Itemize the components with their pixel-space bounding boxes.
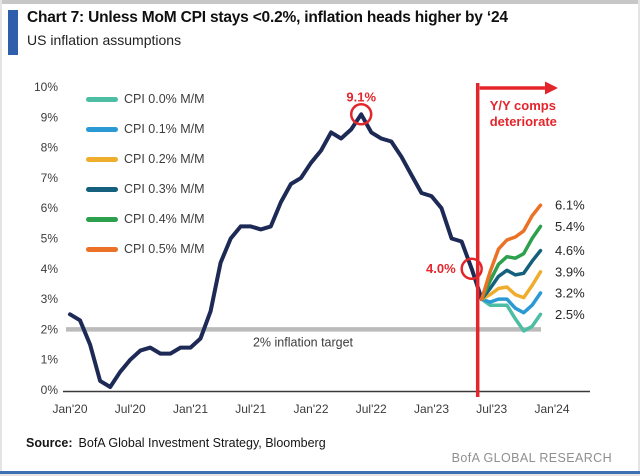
legend-swatch-icon xyxy=(86,246,118,252)
y-tick-label: 1% xyxy=(41,353,59,367)
scenario-end-label-4: 5.4% xyxy=(555,219,585,234)
legend-label: CPI 0.3% M/M xyxy=(124,182,205,196)
title-accent-bar xyxy=(8,10,18,55)
frame-top-edge xyxy=(0,0,640,4)
source-text: BofA Global Investment Strategy, Bloombe… xyxy=(78,436,326,450)
annotation-circle-1 xyxy=(460,257,483,281)
legend-label: CPI 0.0% M/M xyxy=(124,92,205,106)
legend-label: CPI 0.2% M/M xyxy=(124,152,205,166)
annotation-circle-0 xyxy=(349,103,373,126)
legend-swatch-icon xyxy=(86,126,118,132)
scenario-line-5 xyxy=(479,203,543,301)
bofa-global-research-brand: BofA GLOBAL RESEARCH xyxy=(451,451,612,465)
x-tick-label: Jul'21 xyxy=(235,402,266,416)
legend-item-2: CPI 0.2% M/M xyxy=(86,144,205,174)
legend-item-3: CPI 0.3% M/M xyxy=(86,174,205,204)
yy-comps-label-line-0: Y/Y comps xyxy=(490,98,556,113)
yy-comps-label-line-1: deteriorate xyxy=(490,114,557,129)
legend: CPI 0.0% M/M CPI 0.1% M/M CPI 0.2% M/M CPI … xyxy=(86,84,205,264)
chart-area: 2% inflation target 0% 1% 2% 3% 4% 5% 6% 7% 8% 9% 1… xyxy=(0,75,640,420)
x-tick-label: Jan'23 xyxy=(414,402,449,416)
yy-comps-arrow-head-icon xyxy=(545,81,558,95)
scenario-end-label-0: 2.5% xyxy=(555,307,585,322)
legend-swatch-icon xyxy=(86,216,118,222)
legend-swatch-icon xyxy=(86,96,118,102)
y-tick-label: 8% xyxy=(41,141,59,155)
frame-left-edge xyxy=(0,0,2,476)
y-tick-label: 4% xyxy=(41,262,59,276)
bottom-blue-rule xyxy=(0,471,640,474)
scenario-line-4 xyxy=(479,224,543,301)
x-tick-label: Jan'24 xyxy=(535,402,570,416)
legend-swatch-icon xyxy=(86,186,118,192)
scenario-end-label-5: 6.1% xyxy=(555,198,585,213)
scenario-line-2 xyxy=(479,270,543,301)
x-tick-label: Jul'23 xyxy=(476,402,507,416)
source-label: Source: xyxy=(26,436,73,450)
x-tick-label: Jul'22 xyxy=(356,402,387,416)
y-tick-label: 0% xyxy=(41,383,59,397)
scenario-end-label-3: 4.6% xyxy=(555,243,585,258)
annotation-label-1: 4.0% xyxy=(426,261,456,276)
x-tick-label: Jan'22 xyxy=(294,402,329,416)
y-tick-label: 6% xyxy=(41,201,59,215)
frame-bottom-edge xyxy=(0,474,640,476)
x-tick-label: Jul'20 xyxy=(115,402,146,416)
x-tick-label: Jan'20 xyxy=(53,402,88,416)
cpi-actual-line xyxy=(68,112,484,389)
inflation-chart-svg: 2% inflation target 0% 1% 2% 3% 4% 5% 6% 7% 8% 9% 1… xyxy=(34,80,590,416)
scenario-end-label-1: 3.2% xyxy=(555,286,585,301)
y-tick-label: 5% xyxy=(41,232,59,246)
legend-label: CPI 0.5% M/M xyxy=(124,242,205,256)
inflation-target-label: 2% inflation target xyxy=(253,335,354,349)
scenario-end-label-2: 3.9% xyxy=(555,264,585,279)
x-tick-label: Jan'21 xyxy=(173,402,208,416)
y-tick-label: 9% xyxy=(41,110,59,124)
frame-right-edge xyxy=(638,0,640,476)
scenario-line-3 xyxy=(479,248,543,301)
legend-swatch-icon xyxy=(86,156,118,162)
y-tick-label: 10% xyxy=(34,80,58,94)
scenario-line-1 xyxy=(479,291,543,315)
legend-item-5: CPI 0.5% M/M xyxy=(86,234,205,264)
source-line: Source: BofA Global Investment Strategy, … xyxy=(26,436,326,450)
legend-label: CPI 0.4% M/M xyxy=(124,212,205,226)
y-tick-label: 2% xyxy=(41,322,59,336)
legend-item-0: CPI 0.0% M/M xyxy=(86,84,205,114)
chart-title: Chart 7: Unless MoM CPI stays <0.2%, inf… xyxy=(27,9,508,26)
y-tick-label: 3% xyxy=(41,292,59,306)
legend-item-1: CPI 0.1% M/M xyxy=(86,114,205,144)
y-tick-label: 7% xyxy=(41,171,59,185)
legend-item-4: CPI 0.4% M/M xyxy=(86,204,205,234)
chart-subtitle: US inflation assumptions xyxy=(27,32,182,48)
annotation-label-0: 9.1% xyxy=(346,89,376,104)
legend-label: CPI 0.1% M/M xyxy=(124,122,205,136)
scenario-line-0 xyxy=(479,297,543,333)
